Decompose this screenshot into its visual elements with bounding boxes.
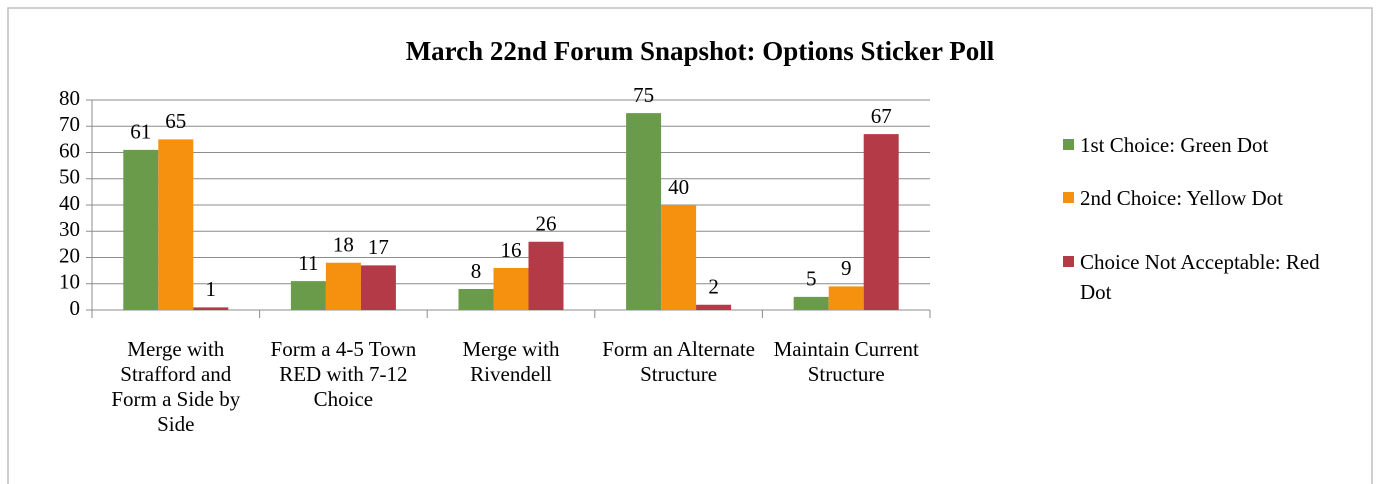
bar [626, 113, 662, 310]
legend-label: 2nd Choice: Yellow Dot [1080, 186, 1284, 210]
bar [458, 289, 494, 310]
y-tick-label: 60 [59, 138, 80, 162]
y-tick-label: 30 [59, 217, 80, 241]
data-label: 8 [471, 259, 482, 283]
y-tick-label: 40 [59, 191, 80, 215]
x-tick-label: Maintain Current Structure [773, 337, 919, 386]
x-tick-label: Form an Alternate Structure [602, 337, 755, 386]
y-tick-label: 10 [59, 270, 80, 294]
y-tick-label: 0 [70, 296, 81, 320]
legend-swatch [1063, 139, 1074, 150]
bar [360, 265, 396, 310]
data-label: 65 [165, 109, 186, 133]
data-label: 17 [368, 235, 389, 259]
legend-swatch [1063, 192, 1074, 203]
bar [528, 241, 564, 310]
bar [325, 262, 361, 310]
data-label: 9 [841, 256, 852, 280]
bar [193, 307, 229, 310]
x-tick-label: Form a 4-5 Town RED with 7-12 Choice [270, 337, 417, 411]
bar [158, 139, 194, 310]
legend-label: 1st Choice: Green Dot [1080, 133, 1269, 157]
data-label: 5 [806, 267, 817, 291]
legend-label: Choice Not Acceptable: Red Dot [1080, 250, 1320, 304]
legend-swatch [1063, 256, 1074, 267]
bar [661, 205, 697, 310]
data-label: 40 [668, 175, 689, 199]
y-tick-label: 70 [59, 112, 80, 136]
data-label: 16 [501, 238, 522, 262]
data-label: 75 [633, 83, 654, 107]
bar [290, 281, 326, 310]
bar [696, 304, 732, 310]
data-label: 61 [130, 120, 151, 144]
bar [863, 134, 899, 310]
chart-title: March 22nd Forum Snapshot: Options Stick… [406, 36, 995, 66]
bar [793, 296, 829, 310]
data-label: 18 [333, 233, 354, 257]
data-label: 26 [536, 212, 557, 236]
bar [828, 286, 864, 310]
data-label: 67 [871, 104, 892, 128]
data-label: 1 [206, 277, 217, 301]
y-tick-label: 80 [59, 86, 80, 110]
x-tick-label: Merge with Strafford and Form a Side by … [111, 337, 241, 436]
data-label: 11 [298, 251, 318, 275]
x-tick-label: Merge with Rivendell [462, 337, 560, 386]
y-tick-label: 50 [59, 165, 80, 189]
y-tick-label: 20 [59, 243, 80, 267]
bar [123, 149, 159, 310]
data-label: 2 [708, 275, 719, 299]
bar [493, 268, 529, 310]
chart-border [7, 7, 1373, 484]
